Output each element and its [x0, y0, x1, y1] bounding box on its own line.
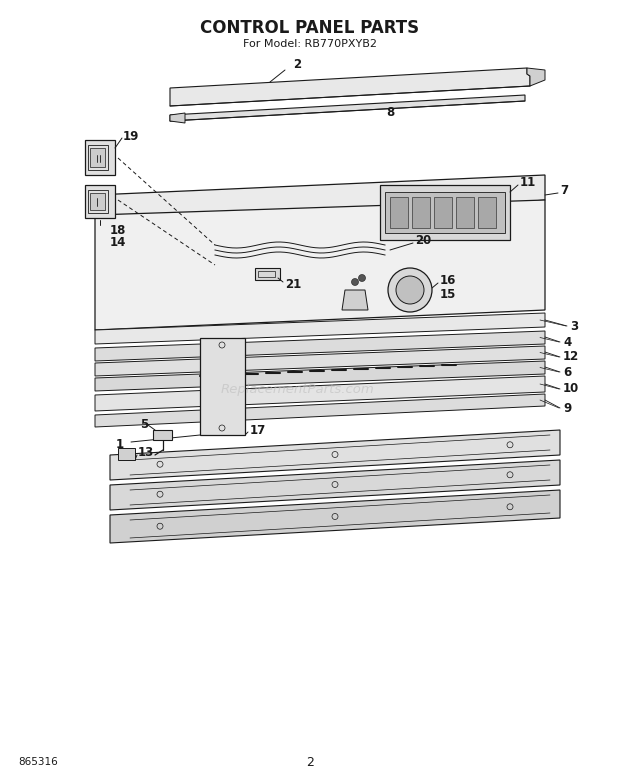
Text: 865316: 865316 — [18, 757, 58, 767]
Text: 20: 20 — [415, 233, 432, 246]
Text: For Model: RB770PXYB2: For Model: RB770PXYB2 — [243, 39, 377, 49]
Circle shape — [358, 275, 366, 282]
Polygon shape — [95, 394, 545, 427]
Polygon shape — [118, 448, 135, 460]
Text: 6: 6 — [563, 366, 571, 378]
Polygon shape — [110, 490, 560, 543]
Text: 4: 4 — [563, 335, 571, 349]
Text: ReplacementParts.com: ReplacementParts.com — [221, 384, 374, 396]
Polygon shape — [342, 290, 368, 310]
Text: 8: 8 — [386, 105, 394, 119]
Text: 7: 7 — [560, 183, 568, 197]
Polygon shape — [170, 95, 525, 121]
Polygon shape — [95, 361, 545, 391]
Polygon shape — [456, 197, 474, 228]
Polygon shape — [434, 197, 452, 228]
Polygon shape — [255, 268, 280, 280]
Text: 18: 18 — [110, 224, 126, 236]
Polygon shape — [90, 148, 105, 167]
Text: 21: 21 — [285, 278, 301, 292]
Text: 3: 3 — [570, 320, 578, 332]
Circle shape — [352, 278, 358, 285]
Text: 17: 17 — [250, 424, 266, 437]
Polygon shape — [412, 197, 430, 228]
Polygon shape — [390, 197, 408, 228]
Circle shape — [388, 268, 432, 312]
Polygon shape — [110, 460, 560, 510]
Polygon shape — [380, 185, 510, 240]
Polygon shape — [90, 193, 105, 210]
Text: CONTROL PANEL PARTS: CONTROL PANEL PARTS — [200, 19, 420, 37]
Text: 9: 9 — [563, 402, 571, 414]
Polygon shape — [200, 338, 245, 435]
Text: 5: 5 — [140, 419, 148, 431]
Text: 15: 15 — [440, 289, 456, 302]
Text: 11: 11 — [520, 176, 536, 189]
Polygon shape — [95, 331, 545, 361]
Text: 10: 10 — [563, 382, 579, 395]
Polygon shape — [95, 346, 545, 376]
Text: 2: 2 — [306, 756, 314, 768]
Polygon shape — [85, 140, 115, 175]
Polygon shape — [385, 192, 505, 233]
Polygon shape — [95, 200, 545, 330]
Text: 14: 14 — [110, 236, 126, 250]
Text: 13: 13 — [138, 445, 154, 459]
Text: 2: 2 — [293, 58, 301, 72]
Text: 1: 1 — [116, 438, 124, 452]
Text: 19: 19 — [123, 129, 140, 143]
Text: 12: 12 — [563, 350, 579, 363]
Polygon shape — [95, 313, 545, 344]
Polygon shape — [170, 68, 530, 106]
Polygon shape — [95, 175, 545, 215]
Polygon shape — [110, 430, 560, 480]
Polygon shape — [153, 430, 172, 440]
Polygon shape — [478, 197, 496, 228]
Circle shape — [396, 276, 424, 304]
Polygon shape — [170, 113, 185, 123]
Polygon shape — [85, 185, 115, 218]
Polygon shape — [95, 376, 545, 411]
Text: 16: 16 — [440, 274, 456, 286]
Polygon shape — [527, 68, 545, 86]
